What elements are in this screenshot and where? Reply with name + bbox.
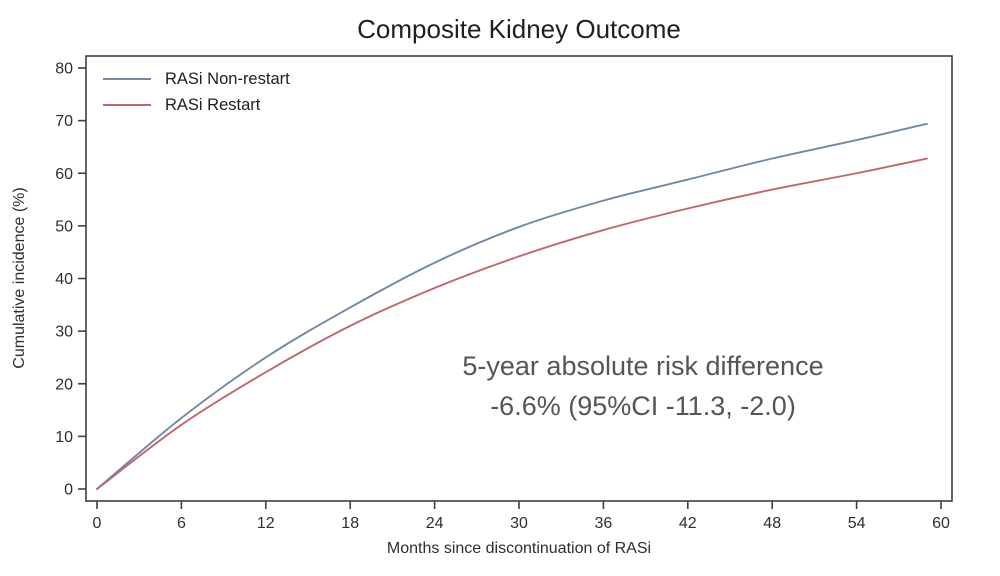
x-tick-label: 0 xyxy=(93,515,102,532)
y-tick-label: 50 xyxy=(55,218,73,235)
legend-label-non-restart: RASi Non-restart xyxy=(165,69,290,88)
x-tick-label: 18 xyxy=(341,515,359,532)
y-tick-label: 60 xyxy=(55,166,73,183)
y-tick-label: 40 xyxy=(55,271,73,288)
x-tick-label: 60 xyxy=(932,515,950,532)
risk-difference-annotation: 5-year absolute risk difference -6.6% (9… xyxy=(393,346,893,426)
x-tick-label: 54 xyxy=(848,515,866,532)
x-tick-label: 42 xyxy=(679,515,697,532)
chart-title: Composite Kidney Outcome xyxy=(357,14,681,44)
legend-label-restart: RASi Restart xyxy=(165,95,261,114)
restart-line-swatch xyxy=(103,104,151,106)
x-tick-label: 24 xyxy=(426,515,444,532)
y-tick-label: 70 xyxy=(55,113,73,130)
legend-item-restart: RASi Restart xyxy=(103,92,290,118)
legend: RASi Non-restart RASi Restart xyxy=(103,66,290,118)
annotation-line-1: 5-year absolute risk difference xyxy=(462,351,824,381)
y-tick-label: 80 xyxy=(55,61,73,78)
y-tick-label: 20 xyxy=(55,376,73,393)
legend-item-non-restart: RASi Non-restart xyxy=(103,66,290,92)
x-tick-label: 12 xyxy=(257,515,275,532)
series-line-rasi-restart xyxy=(96,157,928,490)
annotation-line-2: -6.6% (95%CI -11.3, -2.0) xyxy=(490,391,796,421)
x-axis-label: Months since discontinuation of RASi xyxy=(386,540,652,557)
x-tick-label: 36 xyxy=(595,515,613,532)
non-restart-line-swatch xyxy=(103,78,151,80)
plot-frame xyxy=(85,55,953,502)
x-tick-label: 6 xyxy=(177,515,186,532)
x-tick-label: 30 xyxy=(510,515,528,532)
y-tick-label: 30 xyxy=(55,324,73,341)
y-tick-label: 10 xyxy=(55,429,73,446)
x-tick-label: 48 xyxy=(763,515,781,532)
y-tick-label: 0 xyxy=(64,482,73,499)
series-line-rasi-non-restart xyxy=(96,122,928,490)
